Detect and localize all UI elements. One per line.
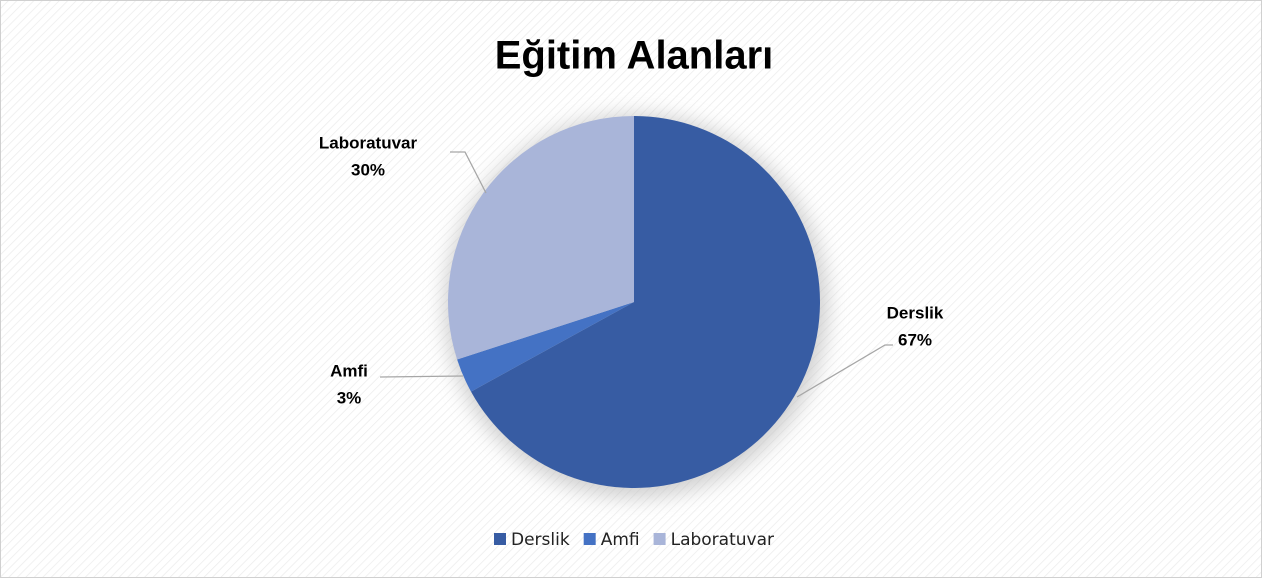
data-label-value: 30% bbox=[351, 160, 385, 179]
leader-line bbox=[796, 344, 893, 398]
legend-label: Amfi bbox=[601, 530, 640, 550]
data-label-value: 67% bbox=[898, 330, 932, 349]
data-label-value: 3% bbox=[337, 388, 362, 407]
legend-swatch bbox=[583, 533, 596, 545]
leader-line bbox=[450, 151, 487, 194]
data-label-category: Derslik bbox=[887, 303, 944, 322]
chart-title: Eğitim Alanları bbox=[495, 34, 774, 78]
pie-slice bbox=[471, 116, 820, 488]
pie-slice bbox=[447, 116, 634, 360]
data-label-category: Laboratuvar bbox=[319, 133, 418, 152]
legend: Derslik Amfi Laboratuvar bbox=[494, 530, 774, 550]
leader-line bbox=[379, 375, 464, 378]
legend-swatch bbox=[653, 533, 666, 545]
legend-label: Derslik bbox=[511, 530, 570, 550]
legend-label: Laboratuvar bbox=[671, 530, 774, 550]
legend-swatch bbox=[494, 533, 506, 545]
pie-slice bbox=[457, 302, 634, 392]
data-label-category: Amfi bbox=[330, 361, 368, 380]
